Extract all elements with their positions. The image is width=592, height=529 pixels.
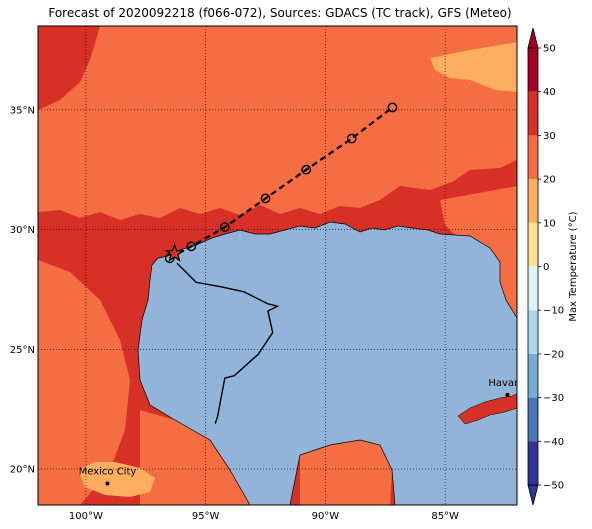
city-label: Havana — [488, 378, 526, 389]
land-warm-region-mexico — [38, 260, 130, 505]
map-frame — [37, 25, 518, 506]
colorbar-tick-label: −20 — [543, 349, 564, 360]
colorbar-segment — [528, 353, 538, 398]
current-position-star — [164, 243, 185, 262]
colorbar-tick-label: 10 — [543, 218, 556, 229]
forecast-point — [301, 164, 312, 175]
forecast-point — [186, 241, 197, 252]
colorbar-segment — [528, 135, 538, 180]
colorbar-tick-label: −10 — [543, 306, 564, 317]
city-label: Mexico City — [79, 466, 137, 477]
lat-tick-label: 35°N — [10, 105, 35, 116]
lon-tick-label: 85°W — [431, 511, 459, 522]
colorbar-tick-label: 0 — [543, 262, 549, 273]
colorbar-tick-label: −40 — [543, 437, 564, 448]
colorbar-segment — [528, 441, 538, 485]
lon-tick-label: 90°W — [312, 511, 340, 522]
city-markers: Mexico City Havana — [79, 378, 526, 486]
gulf-of-mexico — [137, 221, 517, 505]
land-mild-region — [430, 42, 517, 92]
land-mild-region-mexico — [78, 462, 155, 497]
forecast-point — [260, 193, 271, 204]
city-dot — [105, 481, 110, 486]
caribbean-sea — [395, 430, 517, 505]
colorbar-extend-min — [527, 484, 539, 506]
colorbar-segment — [528, 266, 538, 311]
storm-track — [164, 102, 398, 424]
colorbar-tick-label: −30 — [543, 393, 564, 404]
colorbar-tick-label: 20 — [543, 175, 556, 186]
lon-tick-label: 100°W — [69, 511, 103, 522]
colorbar-tick-label: 30 — [543, 131, 556, 142]
lat-tick-label: 25°N — [10, 345, 35, 356]
forecast-track-line — [169, 106, 394, 260]
colorbar-segment — [528, 48, 538, 92]
land-warm-region — [38, 26, 517, 220]
forecast-point — [346, 133, 357, 144]
graticule — [38, 26, 517, 505]
forecast-point — [219, 222, 230, 233]
past-track-line — [176, 262, 280, 424]
colorbar-segment — [528, 310, 538, 354]
colorbar-tick-label: 40 — [543, 87, 556, 98]
land-warm-region-south — [140, 410, 250, 505]
colorbar-segment — [528, 91, 538, 136]
colorbar-tick-label: −50 — [543, 481, 564, 492]
lon-tick-label: 95°W — [192, 511, 220, 522]
city-dot — [505, 392, 510, 397]
lat-tick-label: 30°N — [10, 225, 35, 236]
lat-tick-label: 20°N — [10, 465, 35, 476]
colorbar-extend-max — [527, 27, 539, 49]
colorbar-segment — [528, 222, 538, 267]
axis-ticks: 100°W 95°W 90°W 85°W 20°N 25°N 30°N 35°N — [10, 105, 459, 522]
forecast-point — [387, 102, 398, 113]
land-warm-region-yucatan — [300, 440, 392, 505]
colorbar: 50 40 30 20 10 0 −10 −20 −30 −40 −50 Max Temperatur… — [527, 27, 579, 506]
colorbar-label: Max Temperature (°C) — [568, 211, 579, 321]
map-title: Forecast of 2020092218 (f066-072), Sourc… — [48, 6, 512, 20]
cuba — [457, 393, 517, 425]
colorbar-segment — [528, 179, 538, 223]
colorbar-segment — [528, 397, 538, 442]
colorbar-tick-label: 50 — [543, 44, 556, 55]
